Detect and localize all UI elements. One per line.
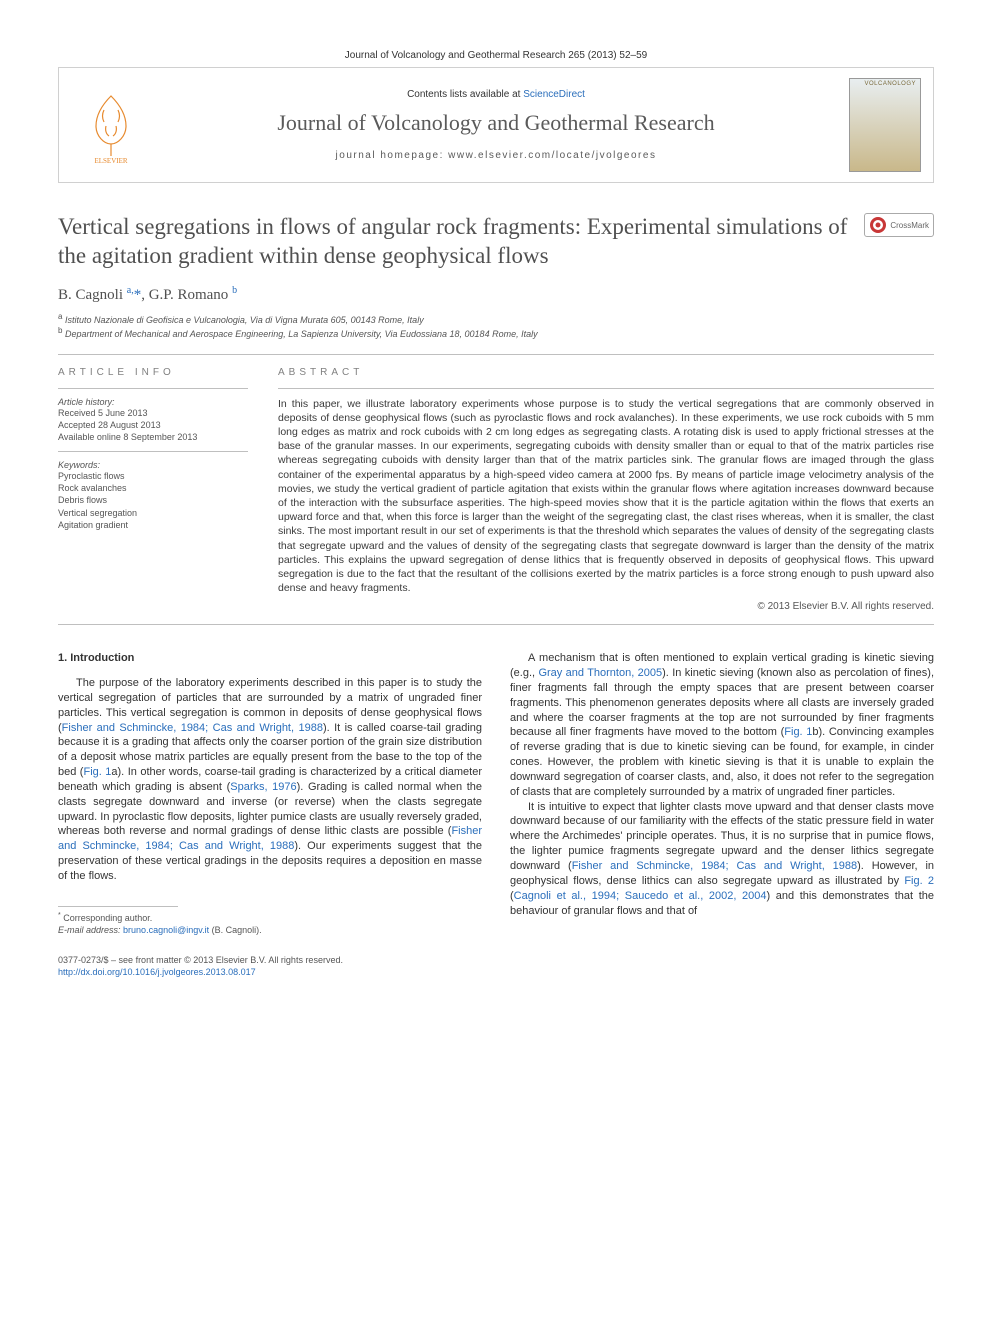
history-online: Available online 8 September 2013 [58, 431, 248, 443]
keyword-2: Debris flows [58, 494, 248, 506]
top-journal-citation-text: Journal of Volcanology and Geothermal Re… [345, 50, 647, 61]
affiliations: a Istituto Nazionale di Geofisica e Vulc… [58, 312, 934, 340]
rule-under-article-info [58, 388, 248, 389]
journal-cover-thumbnail[interactable]: VOLCANOLOGY [849, 78, 921, 172]
rule-below-abstract [58, 624, 934, 625]
history-label: Article history: [58, 397, 248, 407]
email-name: (B. Cagnoli). [212, 925, 262, 935]
elsevier-tree-icon: ELSEVIER [71, 85, 151, 165]
affil-mark-b: b [58, 326, 62, 335]
journal-cover-cell: VOLCANOLOGY [821, 78, 921, 172]
affiliation-b: b Department of Mechanical and Aerospace… [58, 326, 934, 340]
article-title: Vertical segregations in flows of angula… [58, 213, 852, 271]
right-para-1: It is intuitive to expect that lighter c… [510, 800, 934, 919]
contents-line: Contents lists available at ScienceDirec… [171, 89, 821, 100]
journal-homepage-line: journal homepage: www.elsevier.com/locat… [171, 150, 821, 161]
email-line: E-mail address: bruno.cagnoli@ingv.it (B… [58, 924, 482, 936]
contents-prefix: Contents lists available at [407, 89, 523, 100]
footnote-rule [58, 906, 178, 907]
homepage-label: journal homepage: [336, 150, 449, 161]
journal-header: ELSEVIER Contents lists available at Sci… [58, 67, 934, 183]
article-info-heading: ARTICLE INFO [58, 367, 248, 378]
corresponding-author-note: * Corresponding author. [58, 911, 482, 924]
abstract-copyright: © 2013 Elsevier B.V. All rights reserved… [278, 601, 934, 612]
section-1-heading: 1. Introduction [58, 651, 482, 666]
title-row: Vertical segregations in flows of angula… [58, 213, 934, 271]
right-column: A mechanism that is often mentioned to e… [510, 651, 934, 936]
crossmark-cell: CrossMark [852, 213, 934, 237]
journal-name: Journal of Volcanology and Geothermal Re… [171, 110, 821, 136]
affil-text-b: Department of Mechanical and Aerospace E… [65, 329, 538, 339]
crossmark-badge[interactable]: CrossMark [864, 213, 934, 237]
author-email-link[interactable]: bruno.cagnoli@ingv.it [123, 925, 209, 935]
left-column: 1. Introduction The purpose of the labor… [58, 651, 482, 936]
rule-under-abstract-heading [278, 388, 934, 389]
keyword-1: Rock avalanches [58, 482, 248, 494]
keyword-4: Agitation gradient [58, 519, 248, 531]
rule-above-meta [58, 354, 934, 355]
authors-line: B. Cagnoli a,*, G.P. Romano b [58, 285, 934, 304]
right-para-0: A mechanism that is often mentioned to e… [510, 651, 934, 799]
abstract-heading: ABSTRACT [278, 367, 934, 378]
abstract-text: In this paper, we illustrate laboratory … [278, 397, 934, 595]
article-info-column: ARTICLE INFO Article history: Received 5… [58, 367, 248, 612]
affil-mark-a: a [58, 312, 62, 321]
email-label: E-mail address: [58, 925, 121, 935]
cover-label: VOLCANOLOGY [864, 81, 916, 87]
front-matter-line: 0377-0273/$ – see front matter © 2013 El… [58, 954, 934, 966]
corr-mark: * [58, 912, 61, 919]
publisher-logo-cell: ELSEVIER [71, 85, 171, 165]
corr-label: Corresponding author. [63, 913, 152, 923]
bottom-bar: 0377-0273/$ – see front matter © 2013 El… [58, 954, 934, 978]
abstract-column: ABSTRACT In this paper, we illustrate la… [278, 367, 934, 612]
affiliation-a: a Istituto Nazionale di Geofisica e Vulc… [58, 312, 934, 326]
sciencedirect-link[interactable]: ScienceDirect [523, 89, 585, 100]
history-received: Received 5 June 2013 [58, 407, 248, 419]
crossmark-icon [869, 216, 887, 234]
doi-link[interactable]: http://dx.doi.org/10.1016/j.jvolgeores.2… [58, 967, 256, 977]
journal-header-center: Contents lists available at ScienceDirec… [171, 89, 821, 161]
page-container: Journal of Volcanology and Geothermal Re… [0, 0, 992, 1018]
meta-row: ARTICLE INFO Article history: Received 5… [58, 367, 934, 612]
keyword-3: Vertical segregation [58, 507, 248, 519]
body-columns: 1. Introduction The purpose of the labor… [58, 651, 934, 936]
footnotes: * Corresponding author. E-mail address: … [58, 911, 482, 936]
keywords-label: Keywords: [58, 460, 248, 470]
keyword-0: Pyroclastic flows [58, 470, 248, 482]
crossmark-label: CrossMark [890, 221, 929, 230]
history-accepted: Accepted 28 August 2013 [58, 419, 248, 431]
affil-text-a: Istituto Nazionale di Geofisica e Vulcan… [65, 315, 424, 325]
left-para-0: The purpose of the laboratory experiment… [58, 676, 482, 884]
rule-under-history [58, 451, 248, 452]
homepage-url[interactable]: www.elsevier.com/locate/jvolgeores [448, 150, 656, 161]
svg-text:ELSEVIER: ELSEVIER [94, 157, 127, 164]
top-journal-citation[interactable]: Journal of Volcanology and Geothermal Re… [58, 50, 934, 61]
